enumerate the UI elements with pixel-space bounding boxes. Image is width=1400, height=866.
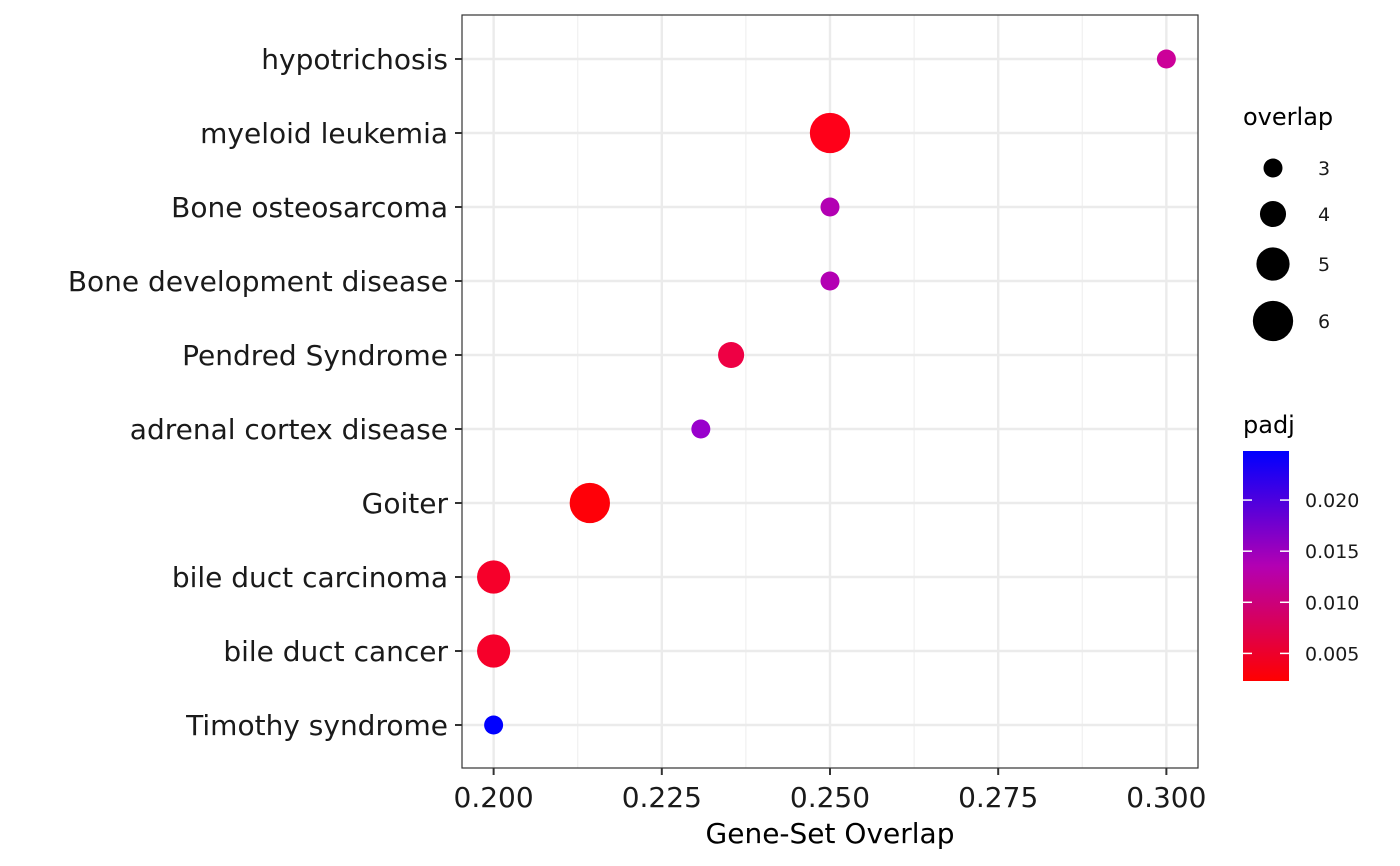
data-point	[484, 715, 504, 735]
x-tick-label: 0.200	[454, 781, 534, 814]
color-legend-label: 0.005	[1305, 643, 1359, 665]
y-tick-label: Pendred Syndrome	[182, 339, 448, 372]
data-points	[477, 49, 1176, 735]
data-point	[477, 560, 511, 594]
y-tick-label: hypotrichosis	[261, 43, 448, 76]
size-legend-label: 3	[1318, 158, 1330, 180]
size-legend-key	[1263, 158, 1283, 178]
size-legend-title: overlap	[1243, 103, 1333, 131]
y-tick-label: bile duct cancer	[223, 635, 448, 668]
data-point	[1156, 49, 1176, 69]
data-point	[691, 419, 711, 439]
x-axis-title: Gene-Set Overlap	[706, 817, 955, 850]
size-legend: 3 4 5 6	[1252, 158, 1330, 342]
size-legend-key	[1252, 300, 1294, 342]
y-tick-label: Goiter	[362, 487, 449, 520]
x-tick-label: 0.250	[790, 781, 870, 814]
size-legend-label: 6	[1318, 311, 1330, 333]
color-legend-label: 0.020	[1305, 490, 1359, 512]
data-point	[718, 341, 745, 369]
data-point	[477, 634, 511, 668]
grid-minor	[577, 15, 1083, 768]
color-legend-label: 0.010	[1305, 592, 1359, 614]
x-axis: 0.200 0.225 0.250 0.275 0.300	[454, 768, 1206, 814]
color-legend-title: padj	[1243, 411, 1295, 439]
size-legend-key	[1259, 200, 1287, 228]
color-legend-ticks: 0.005 0.010 0.015 0.020	[1243, 490, 1359, 665]
data-point	[820, 271, 840, 291]
y-tick-label: Bone development disease	[68, 265, 448, 298]
size-legend-key	[1256, 247, 1290, 281]
data-point	[569, 482, 610, 524]
x-tick-label: 0.225	[622, 781, 702, 814]
color-legend-label: 0.015	[1305, 541, 1359, 563]
y-tick-label: Timothy syndrome	[185, 709, 448, 742]
data-point	[820, 197, 840, 217]
x-tick-label: 0.275	[958, 781, 1038, 814]
y-tick-label: myeloid leukemia	[200, 117, 448, 150]
data-point	[809, 112, 851, 154]
y-axis: hypotrichosis myeloid leukemia Bone osteos…	[68, 43, 462, 742]
size-legend-label: 4	[1318, 204, 1330, 226]
y-tick-label: bile duct carcinoma	[172, 561, 448, 594]
y-tick-label: adrenal cortex disease	[130, 413, 448, 446]
y-tick-label: Bone osteosarcoma	[171, 191, 448, 224]
x-tick-label: 0.300	[1126, 781, 1206, 814]
size-legend-label: 5	[1318, 254, 1330, 276]
color-legend-bar	[1243, 451, 1289, 681]
